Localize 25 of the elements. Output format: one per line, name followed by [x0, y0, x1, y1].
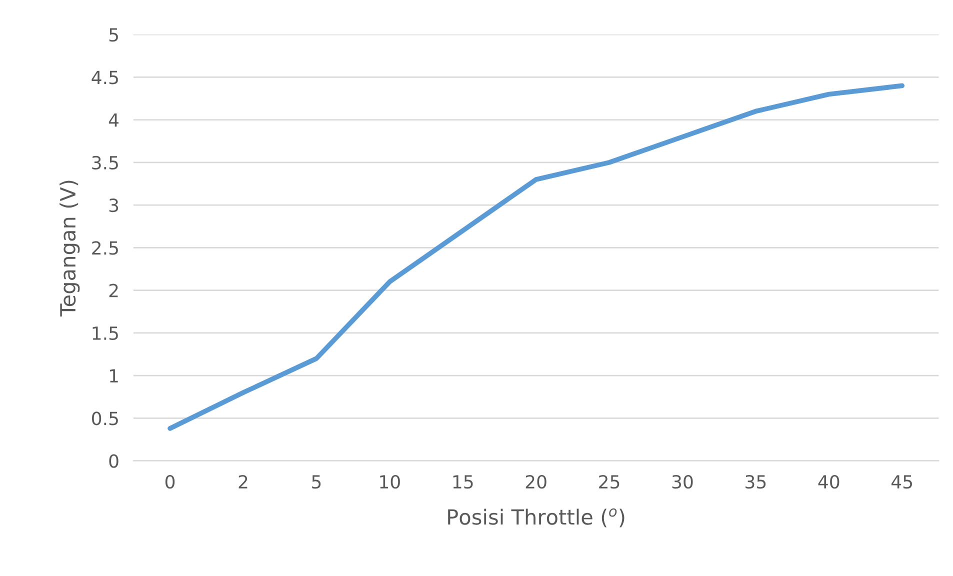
y-axis-title: Tegangan (V) — [60, 180, 80, 317]
y-tick-label: 0.5 — [92, 412, 118, 426]
y-tick-label: 1.5 — [92, 326, 118, 340]
x-tick-label: 10 — [380, 475, 400, 489]
x-tick-label: 20 — [526, 475, 546, 489]
y-tick-label: 4.5 — [92, 70, 118, 84]
y-tick-label: 4 — [108, 114, 119, 127]
y-tick-label: 2 — [109, 284, 118, 298]
y-tick-label: 0 — [109, 454, 118, 468]
x-tick-label: 45 — [891, 475, 912, 489]
x-tick-label: 30 — [672, 475, 693, 489]
y-tick-label: 3 — [109, 198, 118, 212]
y-tick-label: 2.5 — [92, 241, 118, 255]
x-tick-label: 2 — [238, 475, 248, 488]
x-tick-label: 25 — [599, 475, 620, 489]
x-tick-label: 40 — [818, 475, 840, 489]
y-tick-label: 5 — [109, 28, 118, 42]
x-tick-label: 15 — [453, 475, 473, 489]
y-tick-label: 3.5 — [92, 156, 118, 170]
line-series — [168, 83, 905, 431]
y-tick-label: 1 — [110, 369, 118, 382]
x-tick-label: 35 — [746, 475, 766, 489]
x-axis-title: Posisi Throttle ($^{o}$) — [448, 508, 624, 528]
x-tick-label: 5 — [312, 475, 321, 489]
x-tick-label: 0 — [165, 475, 175, 489]
